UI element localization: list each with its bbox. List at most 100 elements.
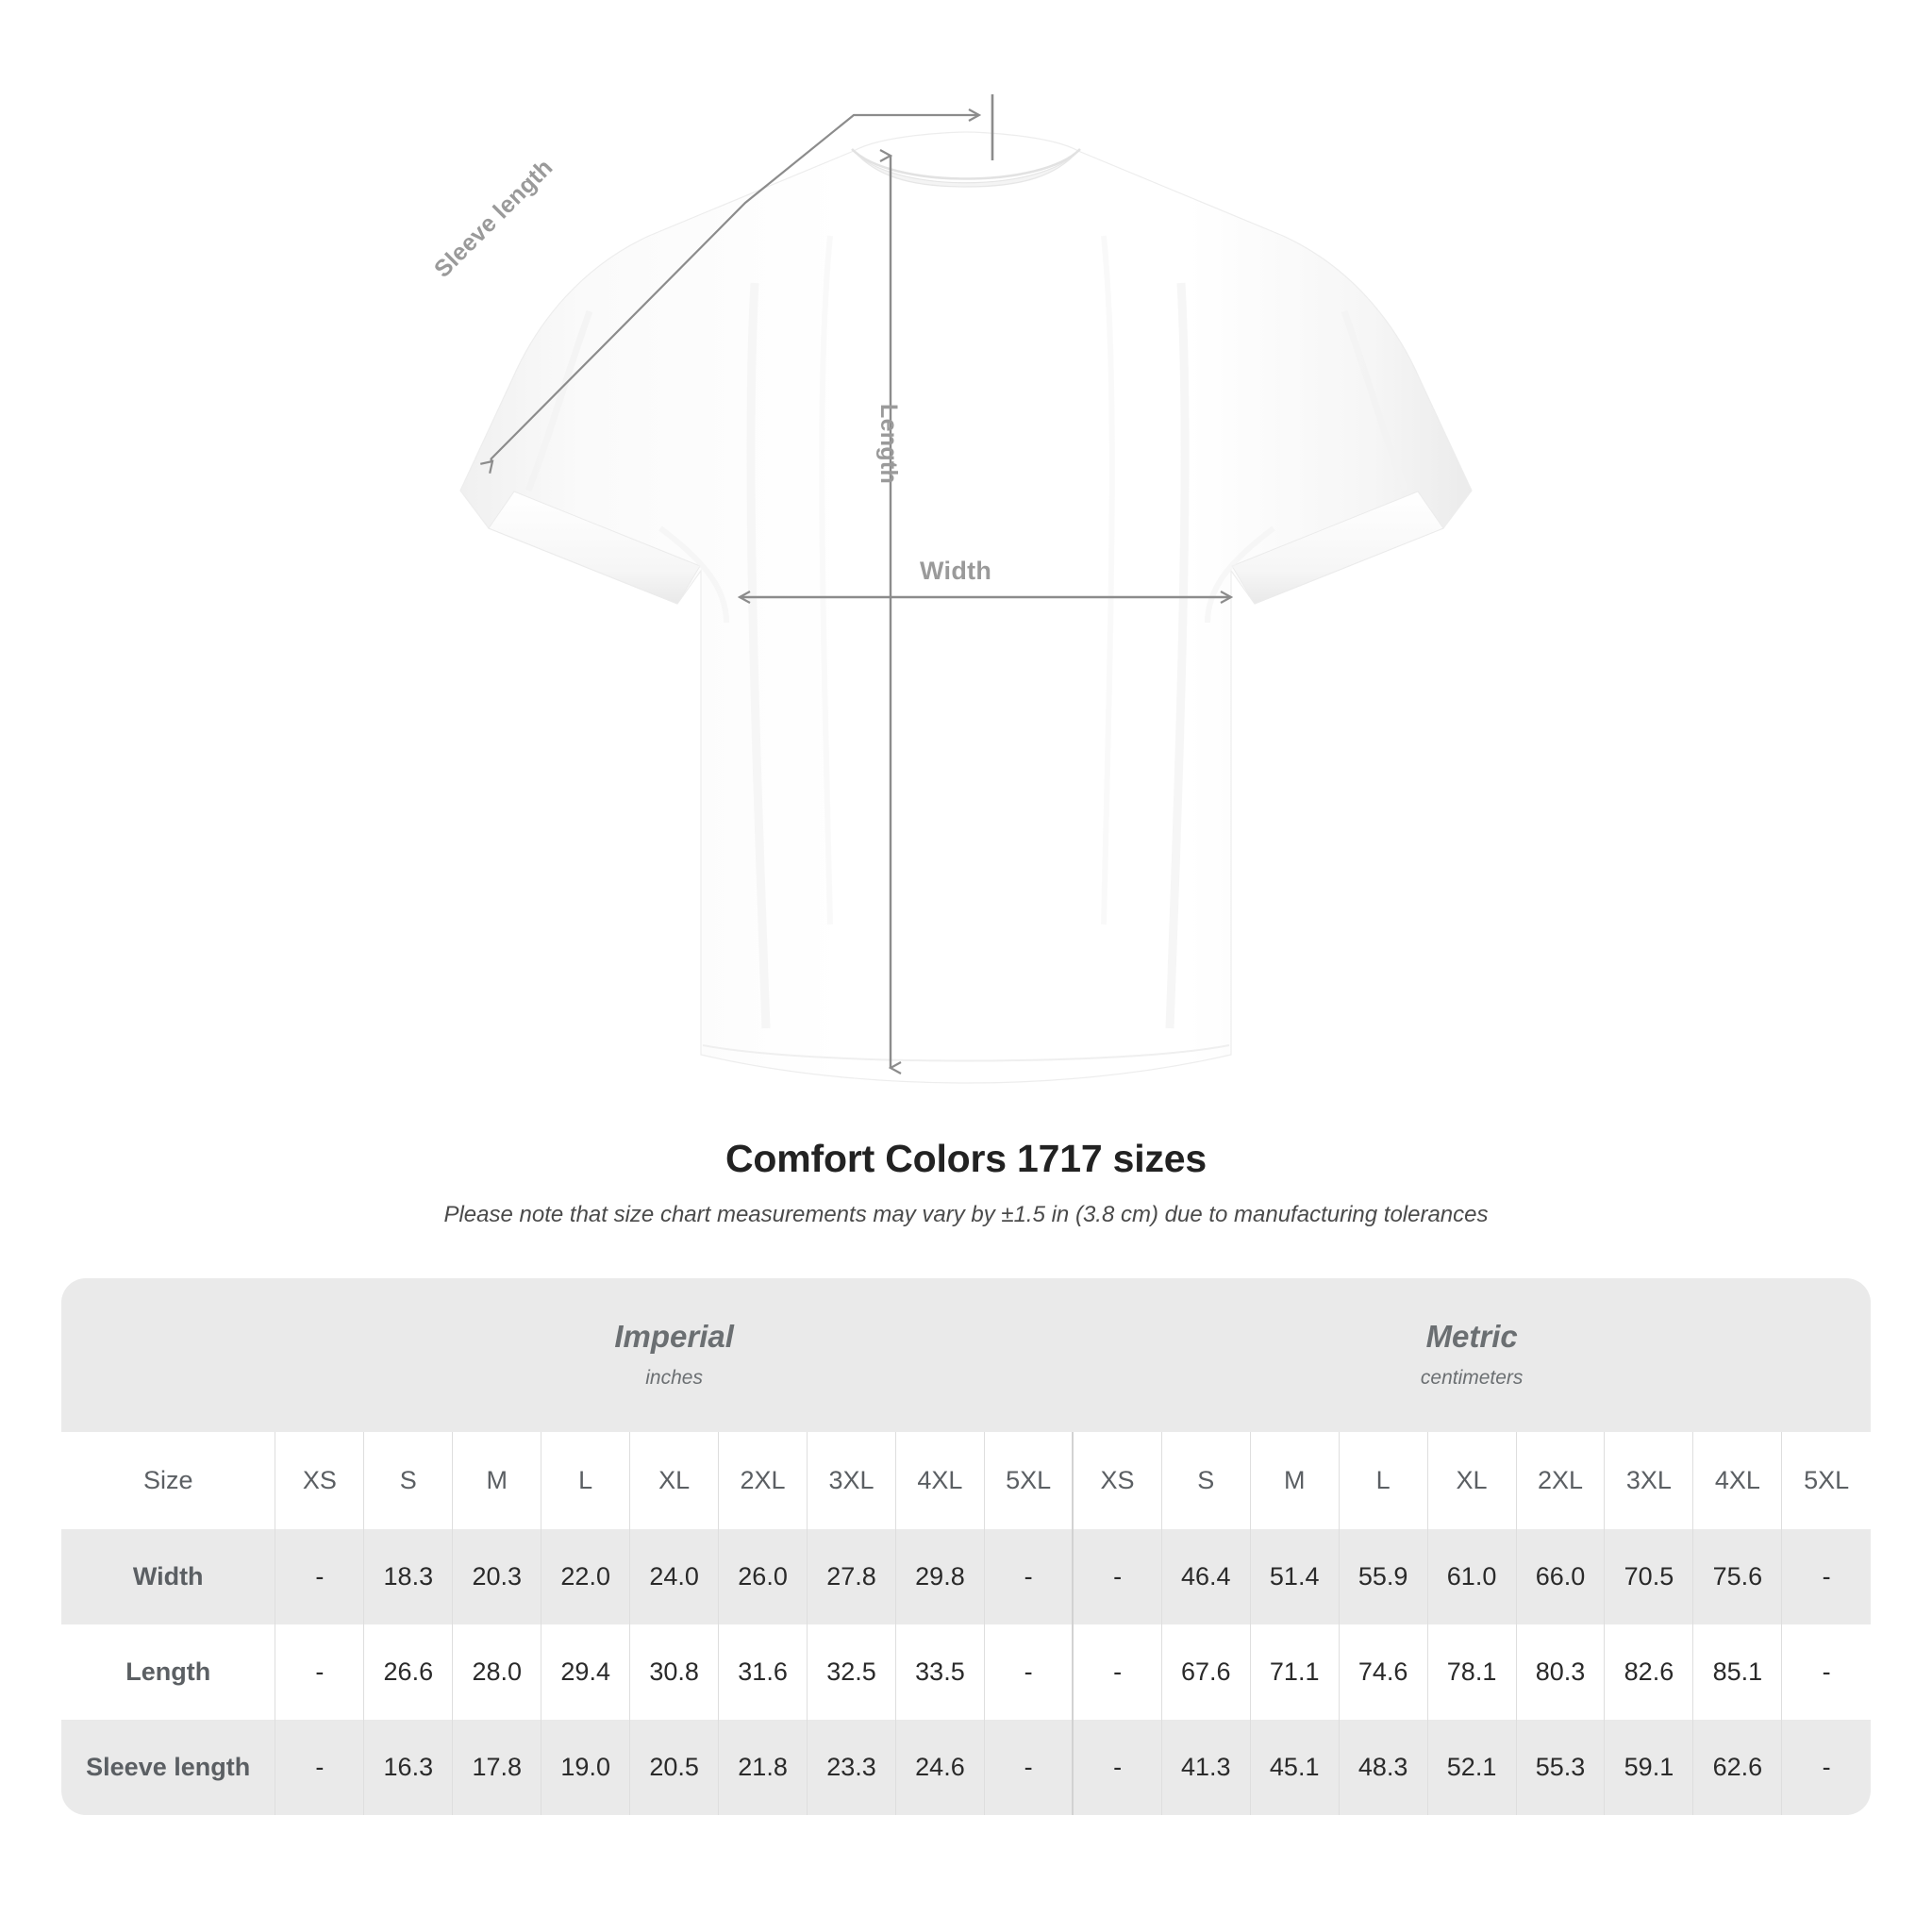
size-col-imperial-5xl: 5XL [983, 1432, 1074, 1529]
size-col-metric-2xl: 2XL [1515, 1432, 1605, 1529]
cell-length-imperial-2xl: 31.6 [718, 1624, 808, 1720]
cell-width-metric-5xl: - [1781, 1529, 1871, 1624]
cell-length-metric-xl: 78.1 [1426, 1624, 1517, 1720]
cell-width-imperial-m: 20.3 [452, 1529, 541, 1624]
size-table: Imperial inches Metric centimeters Size … [61, 1278, 1871, 1815]
cell-width-imperial-xl: 24.0 [629, 1529, 719, 1624]
sleeve-length-dimension [480, 94, 994, 474]
cell-length-metric-5xl: - [1781, 1624, 1871, 1720]
cell-width-metric-xs: - [1072, 1529, 1162, 1624]
size-header-label: Size [61, 1432, 275, 1529]
cell-width-imperial-s: 18.3 [363, 1529, 453, 1624]
size-col-imperial-3xl: 3XL [807, 1432, 896, 1529]
row-label-sleeve-length: Sleeve length [61, 1720, 275, 1815]
group-title-metric: Metric [1425, 1319, 1518, 1355]
size-col-metric-4xl: 4XL [1692, 1432, 1782, 1529]
cell-sleeve-metric-3xl: 59.1 [1604, 1720, 1693, 1815]
cell-length-metric-4xl: 85.1 [1692, 1624, 1782, 1720]
size-col-imperial-l: L [541, 1432, 630, 1529]
cell-width-imperial-l: 22.0 [541, 1529, 630, 1624]
size-col-imperial-m: M [452, 1432, 541, 1529]
cell-sleeve-imperial-s: 16.3 [363, 1720, 453, 1815]
size-col-imperial-4xl: 4XL [894, 1432, 985, 1529]
table-row: Length - 26.6 28.0 29.4 30.8 31.6 32.5 3… [61, 1624, 1871, 1720]
cell-sleeve-imperial-4xl: 24.6 [894, 1720, 985, 1815]
size-col-imperial-s: S [363, 1432, 453, 1529]
cell-length-imperial-xl: 30.8 [629, 1624, 719, 1720]
cell-length-imperial-5xl: - [983, 1624, 1074, 1720]
cell-sleeve-metric-xs: - [1072, 1720, 1162, 1815]
cell-sleeve-imperial-xl: 20.5 [629, 1720, 719, 1815]
cell-length-imperial-s: 26.6 [363, 1624, 453, 1720]
cell-width-imperial-5xl: - [983, 1529, 1074, 1624]
page-title: Comfort Colors 1717 sizes [725, 1137, 1207, 1180]
cell-sleeve-imperial-3xl: 23.3 [807, 1720, 896, 1815]
cell-sleeve-metric-xl: 52.1 [1426, 1720, 1517, 1815]
cell-width-metric-4xl: 75.6 [1692, 1529, 1782, 1624]
cell-sleeve-metric-l: 48.3 [1338, 1720, 1428, 1815]
cell-sleeve-imperial-2xl: 21.8 [718, 1720, 808, 1815]
group-unit-imperial: inches [645, 1366, 703, 1389]
width-label: Width [920, 557, 992, 585]
cell-length-imperial-xs: - [275, 1624, 364, 1720]
measurement-annotations [480, 94, 1932, 1113]
size-col-metric-xl: XL [1426, 1432, 1517, 1529]
cell-width-imperial-2xl: 26.0 [718, 1529, 808, 1624]
table-row: Width - 18.3 20.3 22.0 24.0 26.0 27.8 29… [61, 1529, 1871, 1624]
size-col-metric-5xl: 5XL [1781, 1432, 1871, 1529]
cell-length-metric-xs: - [1072, 1624, 1162, 1720]
cell-width-metric-3xl: 70.5 [1604, 1529, 1693, 1624]
size-col-metric-m: M [1249, 1432, 1340, 1529]
length-label: Length [875, 404, 902, 485]
row-label-length: Length [61, 1624, 275, 1720]
cell-width-metric-xl: 61.0 [1426, 1529, 1517, 1624]
cell-sleeve-imperial-xs: - [275, 1720, 364, 1815]
group-header-imperial: Imperial inches [275, 1278, 1074, 1432]
size-header-row: Size XS S M L XL 2XL 3XL 4XL 5XL XS S M … [61, 1432, 1871, 1529]
cell-sleeve-imperial-m: 17.8 [452, 1720, 541, 1815]
cell-sleeve-imperial-5xl: - [983, 1720, 1074, 1815]
chart-heading: Comfort Colors 1717 sizes Please note th… [0, 1137, 1932, 1228]
cell-width-metric-m: 51.4 [1249, 1529, 1340, 1624]
cell-length-imperial-l: 29.4 [541, 1624, 630, 1720]
table-row: Sleeve length - 16.3 17.8 19.0 20.5 21.8… [61, 1720, 1871, 1815]
size-col-metric-3xl: 3XL [1604, 1432, 1693, 1529]
cell-width-metric-l: 55.9 [1338, 1529, 1428, 1624]
cell-width-metric-2xl: 66.0 [1515, 1529, 1605, 1624]
cell-length-metric-2xl: 80.3 [1515, 1624, 1605, 1720]
group-title-imperial: Imperial [614, 1319, 734, 1355]
cell-sleeve-metric-s: 41.3 [1160, 1720, 1251, 1815]
size-col-metric-l: L [1338, 1432, 1428, 1529]
size-col-imperial-2xl: 2XL [718, 1432, 808, 1529]
cell-sleeve-metric-5xl: - [1781, 1720, 1871, 1815]
cell-width-imperial-4xl: 29.8 [894, 1529, 985, 1624]
row-label-width: Width [61, 1529, 275, 1624]
cell-length-metric-3xl: 82.6 [1604, 1624, 1693, 1720]
unit-group-header-row: Imperial inches Metric centimeters [61, 1278, 1871, 1432]
group-header-metric: Metric centimeters [1073, 1278, 1871, 1432]
group-unit-metric: centimeters [1420, 1366, 1524, 1389]
tolerance-note: Please note that size chart measurements… [443, 1202, 1489, 1227]
tshirt-illustration [459, 131, 1473, 1084]
group-header-spacer [61, 1278, 275, 1432]
cell-sleeve-metric-4xl: 62.6 [1692, 1720, 1782, 1815]
cell-length-metric-m: 71.1 [1249, 1624, 1340, 1720]
cell-length-imperial-4xl: 33.5 [894, 1624, 985, 1720]
size-col-imperial-xl: XL [629, 1432, 719, 1529]
cell-width-imperial-3xl: 27.8 [807, 1529, 896, 1624]
cell-length-metric-s: 67.6 [1160, 1624, 1251, 1720]
cell-sleeve-metric-2xl: 55.3 [1515, 1720, 1605, 1815]
size-col-metric-s: S [1160, 1432, 1251, 1529]
size-col-metric-xs: XS [1072, 1432, 1162, 1529]
size-table-container: Imperial inches Metric centimeters Size … [61, 1278, 1871, 1815]
cell-width-imperial-xs: - [275, 1529, 364, 1624]
size-col-imperial-xs: XS [275, 1432, 364, 1529]
cell-length-imperial-m: 28.0 [452, 1624, 541, 1720]
cell-length-metric-l: 74.6 [1338, 1624, 1428, 1720]
cell-length-imperial-3xl: 32.5 [807, 1624, 896, 1720]
cell-width-metric-s: 46.4 [1160, 1529, 1251, 1624]
cell-sleeve-metric-m: 45.1 [1249, 1720, 1340, 1815]
garment-diagram: Sleeve length Length Width [429, 94, 1932, 1113]
cell-sleeve-imperial-l: 19.0 [541, 1720, 630, 1815]
